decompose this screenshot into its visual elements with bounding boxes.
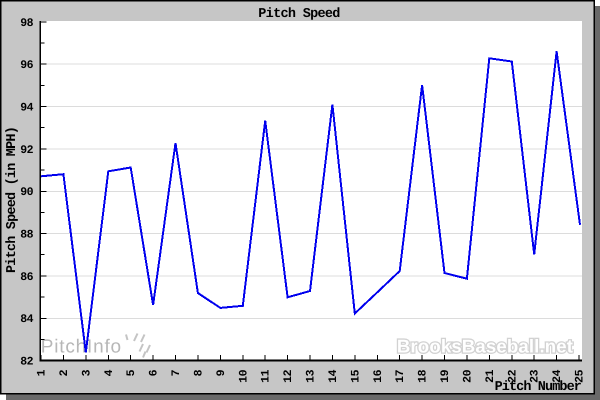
svg-text:84: 84 <box>20 313 33 326</box>
svg-text:6: 6 <box>148 369 161 376</box>
svg-text:Pitch Speed: Pitch Speed <box>258 7 340 22</box>
svg-text:9: 9 <box>215 369 228 376</box>
svg-text:24: 24 <box>551 369 564 382</box>
svg-text:96: 96 <box>20 59 33 72</box>
svg-text:8: 8 <box>192 369 205 376</box>
svg-text:7: 7 <box>170 369 183 376</box>
svg-text:Pitch Speed (in MPH): Pitch Speed (in MPH) <box>5 127 20 273</box>
svg-text:21: 21 <box>484 369 497 382</box>
svg-text:12: 12 <box>282 369 295 382</box>
svg-text:4: 4 <box>103 369 116 376</box>
svg-text:3: 3 <box>80 369 93 376</box>
svg-text:14: 14 <box>327 369 340 382</box>
svg-text:25: 25 <box>574 369 587 382</box>
svg-text:88: 88 <box>20 229 33 242</box>
svg-text:PitchInfo: PitchInfo <box>41 337 122 358</box>
svg-text:90: 90 <box>20 186 33 199</box>
svg-text:94: 94 <box>20 102 33 115</box>
svg-text:20: 20 <box>461 369 474 382</box>
svg-text:13: 13 <box>305 369 318 382</box>
svg-text:18: 18 <box>417 369 430 382</box>
svg-text:82: 82 <box>20 356 33 369</box>
svg-text:5: 5 <box>125 369 138 376</box>
svg-text:22: 22 <box>506 369 519 382</box>
svg-text:15: 15 <box>349 369 362 382</box>
svg-text:23: 23 <box>529 369 542 382</box>
svg-text:Pitch Number: Pitch Number <box>495 380 582 395</box>
svg-text:1: 1 <box>36 369 49 376</box>
svg-text:2: 2 <box>58 369 71 376</box>
svg-text:11: 11 <box>260 369 273 382</box>
svg-text:10: 10 <box>237 369 250 382</box>
svg-text:92: 92 <box>20 144 33 157</box>
svg-text:17: 17 <box>394 369 407 382</box>
svg-text:98: 98 <box>20 17 33 30</box>
svg-text:86: 86 <box>20 271 33 284</box>
svg-text:19: 19 <box>439 369 452 382</box>
svg-text:BrooksBaseball.net: BrooksBaseball.net <box>397 336 573 357</box>
svg-text:16: 16 <box>372 369 385 382</box>
